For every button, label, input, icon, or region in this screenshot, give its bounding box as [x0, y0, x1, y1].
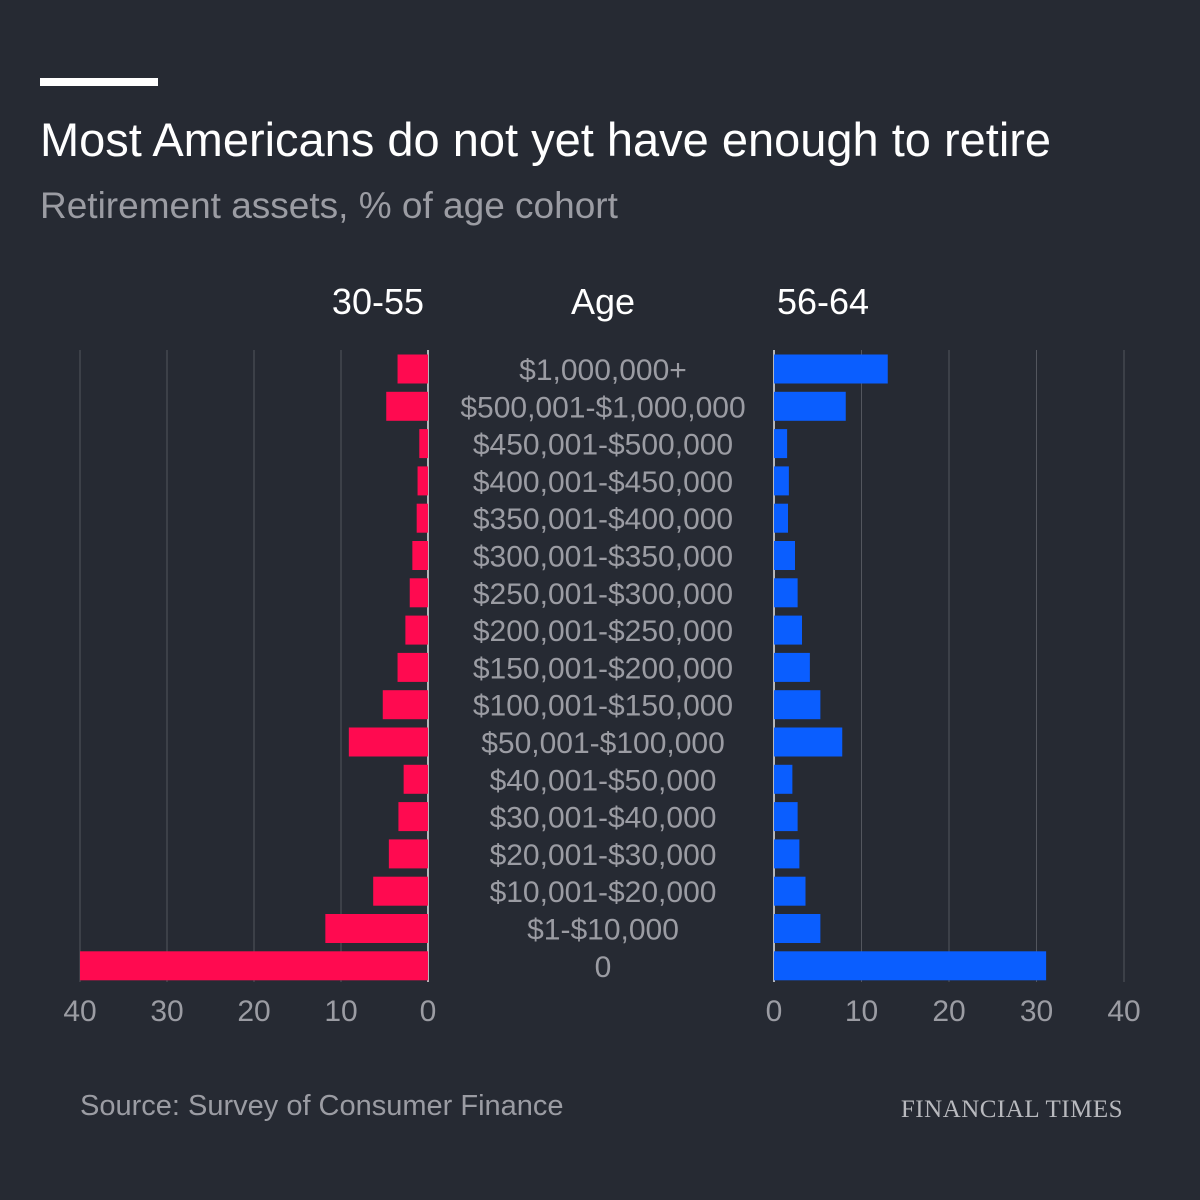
title-rule: [40, 78, 158, 86]
category-label-7: $200,001-$250,000: [473, 615, 733, 648]
category-label-2: $450,001-$500,000: [473, 429, 733, 462]
tick-label-right-10: 10: [845, 995, 878, 1028]
bar-30-55-0: [397, 354, 428, 384]
bar-56-64-12: [774, 802, 798, 832]
tick-label-right-0: 0: [766, 995, 783, 1028]
bar-30-55-10: [348, 727, 428, 757]
category-label-16: 0: [595, 951, 612, 984]
header-30-55: 30-55: [332, 281, 424, 322]
tick-label-left-0: 0: [420, 995, 437, 1028]
bar-30-55-3: [417, 466, 428, 496]
bar-56-64-8: [774, 652, 810, 682]
category-label-10: $50,001-$100,000: [481, 727, 725, 760]
bar-56-64-11: [774, 764, 793, 794]
bar-30-55-11: [403, 764, 428, 794]
bar-56-64-2: [774, 429, 788, 459]
bar-56-64-1: [774, 391, 846, 421]
tick-label-left-30: 30: [150, 995, 183, 1028]
category-label-6: $250,001-$300,000: [473, 578, 733, 611]
bar-30-55-12: [398, 802, 428, 832]
tick-label-left-20: 20: [237, 995, 270, 1028]
category-label-8: $150,001-$200,000: [473, 652, 733, 685]
bar-56-64-13: [774, 839, 800, 869]
bar-30-55-13: [388, 839, 428, 869]
tick-label-left-40: 40: [63, 995, 96, 1028]
bar-30-55-2: [419, 429, 428, 459]
category-labels: $1,000,000+ $500,001-$1,000,000 $450,001-$…: [460, 354, 745, 984]
bar-56-64-10: [774, 727, 843, 757]
tick-label-right-20: 20: [932, 995, 965, 1028]
bar-56-64-14: [774, 876, 806, 906]
chart-subtitle: Retirement assets, % of age cohort: [40, 185, 618, 226]
category-label-12: $30,001-$40,000: [490, 802, 717, 835]
column-headers: 30-55 Age 56-64: [332, 281, 869, 322]
bar-56-64-6: [774, 578, 798, 608]
bar-56-64-15: [774, 914, 821, 943]
category-label-1: $500,001-$1,000,000: [460, 391, 745, 424]
category-label-11: $40,001-$50,000: [490, 764, 717, 797]
tick-label-left-10: 10: [324, 995, 357, 1028]
bar-30-55-8: [397, 652, 428, 682]
category-label-13: $20,001-$30,000: [490, 839, 717, 872]
category-label-9: $100,001-$150,000: [473, 690, 733, 723]
bars-56-64: [774, 354, 1047, 981]
bar-56-64-7: [774, 615, 802, 645]
category-label-4: $350,001-$400,000: [473, 503, 733, 536]
gridlines: [79, 350, 1125, 982]
bar-30-55-4: [416, 503, 428, 533]
bar-56-64-9: [774, 690, 821, 720]
bar-56-64-0: [774, 354, 888, 384]
category-label-0: $1,000,000+: [519, 354, 687, 387]
bar-56-64-5: [774, 541, 795, 570]
bar-30-55-16: [80, 951, 428, 981]
bar-56-64-16: [774, 951, 1047, 981]
bar-56-64-4: [774, 503, 788, 533]
source-note: Source: Survey of Consumer Finance: [80, 1090, 564, 1122]
category-label-3: $400,001-$450,000: [473, 466, 733, 499]
category-label-15: $1-$10,000: [527, 914, 679, 947]
bar-30-55-14: [373, 876, 428, 906]
bar-30-55-9: [382, 690, 428, 720]
header-age: Age: [571, 281, 635, 322]
bar-56-64-3: [774, 466, 789, 496]
ft-logo: FINANCIAL TIMES: [900, 1096, 1123, 1123]
header-56-64: 56-64: [777, 281, 869, 322]
bar-30-55-6: [409, 578, 428, 608]
tick-labels: 0 0 10 10 20 20 30 30 40 40: [63, 995, 1140, 1028]
tick-label-right-40: 40: [1107, 995, 1140, 1028]
category-label-5: $300,001-$350,000: [473, 541, 733, 574]
tick-label-right-30: 30: [1020, 995, 1053, 1028]
bars-30-55: [80, 354, 428, 981]
bar-30-55-1: [386, 391, 428, 421]
bar-30-55-7: [405, 615, 428, 645]
bar-30-55-15: [325, 914, 428, 943]
bar-30-55-5: [412, 541, 428, 570]
chart-title: Most Americans do not yet have enough to…: [40, 113, 1052, 166]
category-label-14: $10,001-$20,000: [490, 876, 717, 909]
